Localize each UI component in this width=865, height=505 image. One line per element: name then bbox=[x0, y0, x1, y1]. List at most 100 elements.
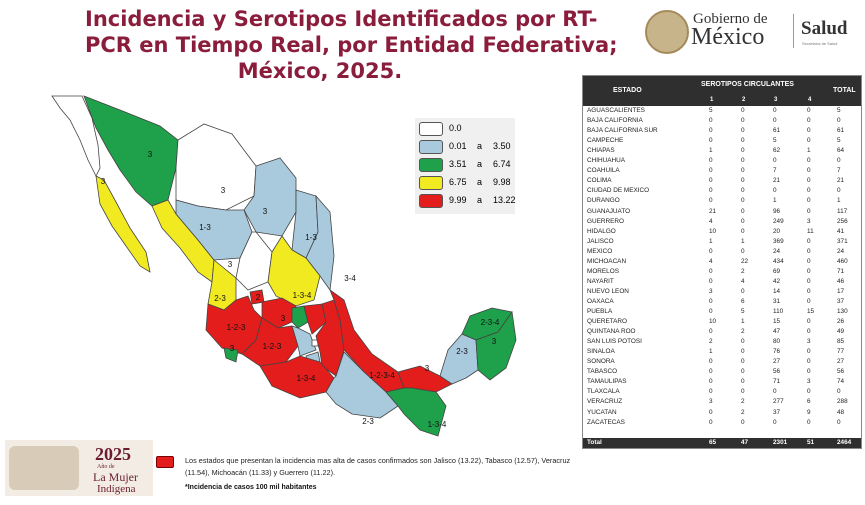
cell-s4: 0 bbox=[807, 348, 811, 356]
cell-total: 26 bbox=[837, 318, 845, 326]
table-total-row: Total 65 47 2301 51 2464 bbox=[583, 438, 861, 448]
cell-estado: JALISCO bbox=[587, 237, 614, 245]
cell-total: 0 bbox=[837, 157, 841, 165]
map-label: 3 bbox=[101, 177, 106, 186]
cell-s2: 0 bbox=[741, 227, 745, 235]
cell-s4: 0 bbox=[807, 167, 811, 175]
title-line-2: PCR en Tiempo Real, por Entidad Federati… bbox=[85, 33, 618, 57]
cell-total: 64 bbox=[837, 147, 845, 155]
cell-s1: 0 bbox=[709, 277, 713, 285]
total-s1: 65 bbox=[709, 439, 717, 446]
cell-s2: 0 bbox=[741, 388, 745, 396]
cell-estado: ZACATECAS bbox=[587, 418, 625, 426]
map-label: 3 bbox=[230, 344, 235, 353]
cell-s2: 0 bbox=[741, 368, 745, 376]
legend-swatch bbox=[419, 194, 443, 208]
note-red-swatch bbox=[156, 456, 174, 468]
cell-s4: 11 bbox=[807, 227, 814, 235]
table-row: COAHUILA 0 0 7 0 7 bbox=[583, 167, 861, 175]
legend-low: 0.01 bbox=[449, 141, 467, 151]
cell-s3: 69 bbox=[773, 267, 781, 275]
map-label: 3 bbox=[148, 150, 153, 159]
map-label: 1-2-3 bbox=[263, 342, 282, 351]
mexico-map: 3 3 3 3 1-3 1-3 3 3-4 1-3-4 2-3 2 3 1-2-3 3 1-2-3 1-3-4… bbox=[51, 95, 517, 437]
cell-s1: 0 bbox=[709, 297, 713, 305]
cell-estado: COAHUILA bbox=[587, 167, 620, 175]
cell-s2: 0 bbox=[741, 137, 745, 145]
cell-s4: 0 bbox=[807, 318, 811, 326]
cell-s4: 0 bbox=[807, 117, 811, 125]
cell-total: 0 bbox=[837, 117, 841, 125]
legend-a: a bbox=[477, 141, 483, 151]
legend-low: 0.0 bbox=[449, 123, 462, 133]
cell-s3: 61 bbox=[773, 127, 781, 135]
region-campeche bbox=[439, 333, 479, 385]
map-label: 2-3 bbox=[456, 347, 468, 356]
region-baja-california-sur bbox=[95, 175, 151, 273]
cell-s3: 14 bbox=[773, 287, 781, 295]
cell-s2: 1 bbox=[741, 318, 745, 326]
cell-total: 49 bbox=[837, 328, 845, 336]
cell-total: 41 bbox=[837, 227, 845, 235]
cell-s4: 0 bbox=[807, 277, 811, 285]
table-row: QUERETARO 10 1 15 0 26 bbox=[583, 318, 861, 326]
page-title: Incidencia y Serotipos Identificados por… bbox=[85, 6, 618, 84]
cell-s1: 0 bbox=[709, 378, 713, 386]
cell-s1: 3 bbox=[709, 398, 713, 406]
title-line-1: Incidencia y Serotipos Identificados por… bbox=[85, 7, 598, 31]
cell-s2: 1 bbox=[741, 237, 745, 245]
cell-s1: 2 bbox=[709, 338, 713, 346]
cell-s3: 0 bbox=[773, 388, 777, 396]
title-line-3: México, 2025. bbox=[237, 59, 403, 83]
header-estado: ESTADO bbox=[613, 87, 642, 94]
logo-salud-subtext: Secretaría de Salud bbox=[802, 41, 838, 46]
total-label: Total bbox=[587, 439, 602, 446]
table-row: CHIHUAHUA 0 0 0 0 0 bbox=[583, 157, 861, 165]
mujer-indigena-logo: 2025 Año de La Mujer Indígena bbox=[5, 440, 153, 496]
cell-s1: 0 bbox=[709, 328, 713, 336]
table-row: JALISCO 1 1 369 0 371 bbox=[583, 238, 861, 246]
cell-estado: TABASCO bbox=[587, 368, 618, 376]
cell-s2: 0 bbox=[741, 107, 745, 114]
cell-s1: 10 bbox=[709, 318, 717, 326]
logo-line-2: La Mujer bbox=[93, 470, 138, 484]
total-s4: 51 bbox=[807, 439, 815, 446]
region-queretaro bbox=[291, 305, 309, 329]
legend-row: 3.51 a 6.74 bbox=[419, 158, 515, 172]
cell-estado: TLAXCALA bbox=[587, 388, 620, 396]
legend-low: 6.75 bbox=[449, 177, 467, 187]
cell-s2: 0 bbox=[741, 378, 745, 386]
cell-s2: 0 bbox=[741, 167, 745, 175]
cell-s3: 27 bbox=[773, 358, 781, 366]
cell-s1: 0 bbox=[709, 308, 713, 315]
cell-s2: 0 bbox=[741, 338, 745, 346]
cell-total: 288 bbox=[837, 398, 848, 406]
logo-divider bbox=[793, 14, 794, 48]
cell-s1: 0 bbox=[709, 127, 713, 135]
cell-s2: 0 bbox=[741, 247, 745, 255]
cell-total: 371 bbox=[837, 237, 848, 245]
cell-s2: 0 bbox=[741, 187, 745, 195]
table-row: MICHOACAN 4 22 434 0 460 bbox=[583, 258, 861, 266]
cell-total: 0 bbox=[837, 187, 841, 195]
cell-s2: 0 bbox=[741, 147, 745, 155]
cell-s4: 3 bbox=[807, 217, 811, 225]
cell-estado: CAMPECHE bbox=[587, 137, 624, 145]
legend-swatch bbox=[419, 140, 443, 154]
map-label: 1-3-4 bbox=[297, 374, 316, 383]
cell-s3: 42 bbox=[773, 277, 781, 285]
cell-s3: 277 bbox=[773, 398, 784, 406]
cell-s3: 15 bbox=[773, 318, 781, 326]
cell-estado: BAJA CALIFORNIA SUR bbox=[587, 127, 658, 135]
cell-s1: 21 bbox=[709, 207, 717, 215]
cell-s4: 0 bbox=[807, 358, 811, 366]
legend-high: 9.98 bbox=[493, 177, 511, 187]
cell-s2: 5 bbox=[741, 308, 745, 315]
cell-s1: 0 bbox=[709, 418, 713, 426]
cell-estado: SAN LUIS POTOSI bbox=[587, 338, 642, 346]
cell-s4: 0 bbox=[807, 418, 811, 426]
cell-total: 27 bbox=[837, 358, 845, 366]
cell-total: 0 bbox=[837, 388, 841, 396]
cell-s4: 15 bbox=[807, 308, 815, 315]
women-figures-icon bbox=[9, 446, 79, 490]
